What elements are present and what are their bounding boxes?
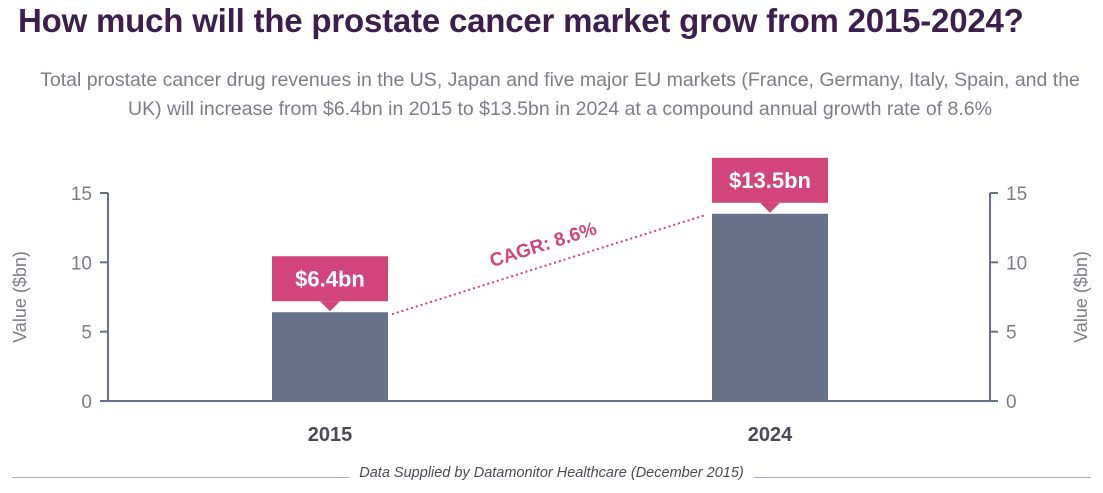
x-tick-label: 2015 [308,424,353,446]
bar-2024 [712,213,828,401]
source-note-text: Data Supplied by Datamonitor Healthcare … [349,465,754,481]
x-tick-label: 2024 [748,424,793,446]
data-label-pointer [320,301,340,312]
axis-ticks: 0 0 5 5 10 10 15 15 [71,184,1027,413]
left-tick-label: 0 [81,392,92,413]
left-y-axis: Value ($bn) [10,193,109,401]
left-tick-label: 10 [71,253,92,274]
data-label-box [272,256,388,302]
x-tick-labels: 2015 2024 [308,424,793,446]
right-tick-label: 10 [1006,253,1027,274]
chart-subtitle: Total prostate cancer drug revenues in t… [40,69,1080,120]
right-tick-label: 5 [1006,323,1017,344]
data-label-pointer [760,202,780,213]
chart-title: How much will the prostate cancer market… [18,2,1024,39]
cagr-trend-line [391,213,707,316]
right-axis-title: Value ($bn) [1071,251,1091,343]
bar-chart: Value ($bn) Value ($bn) 0 0 5 5 10 10 15 15 $6.… [10,157,1091,446]
right-y-axis: Value ($bn) [989,193,1091,401]
left-axis-title: Value ($bn) [10,251,30,343]
bars: $6.4bn $13.5bn [272,157,828,401]
left-tick-label: 5 [81,323,92,344]
data-label-box [712,157,828,203]
right-tick-label: 0 [1006,392,1017,413]
data-label: $6.4bn [295,266,365,291]
left-tick-label: 15 [71,184,92,205]
data-label: $13.5bn [729,168,811,193]
right-tick-label: 15 [1006,184,1027,205]
bar-2015 [272,312,388,401]
cagr-annotation: CAGR: 8.6% [391,213,707,316]
source-note: Data Supplied by Datamonitor Healthcare … [0,465,1103,481]
cagr-label: CAGR: 8.6% [487,219,599,273]
